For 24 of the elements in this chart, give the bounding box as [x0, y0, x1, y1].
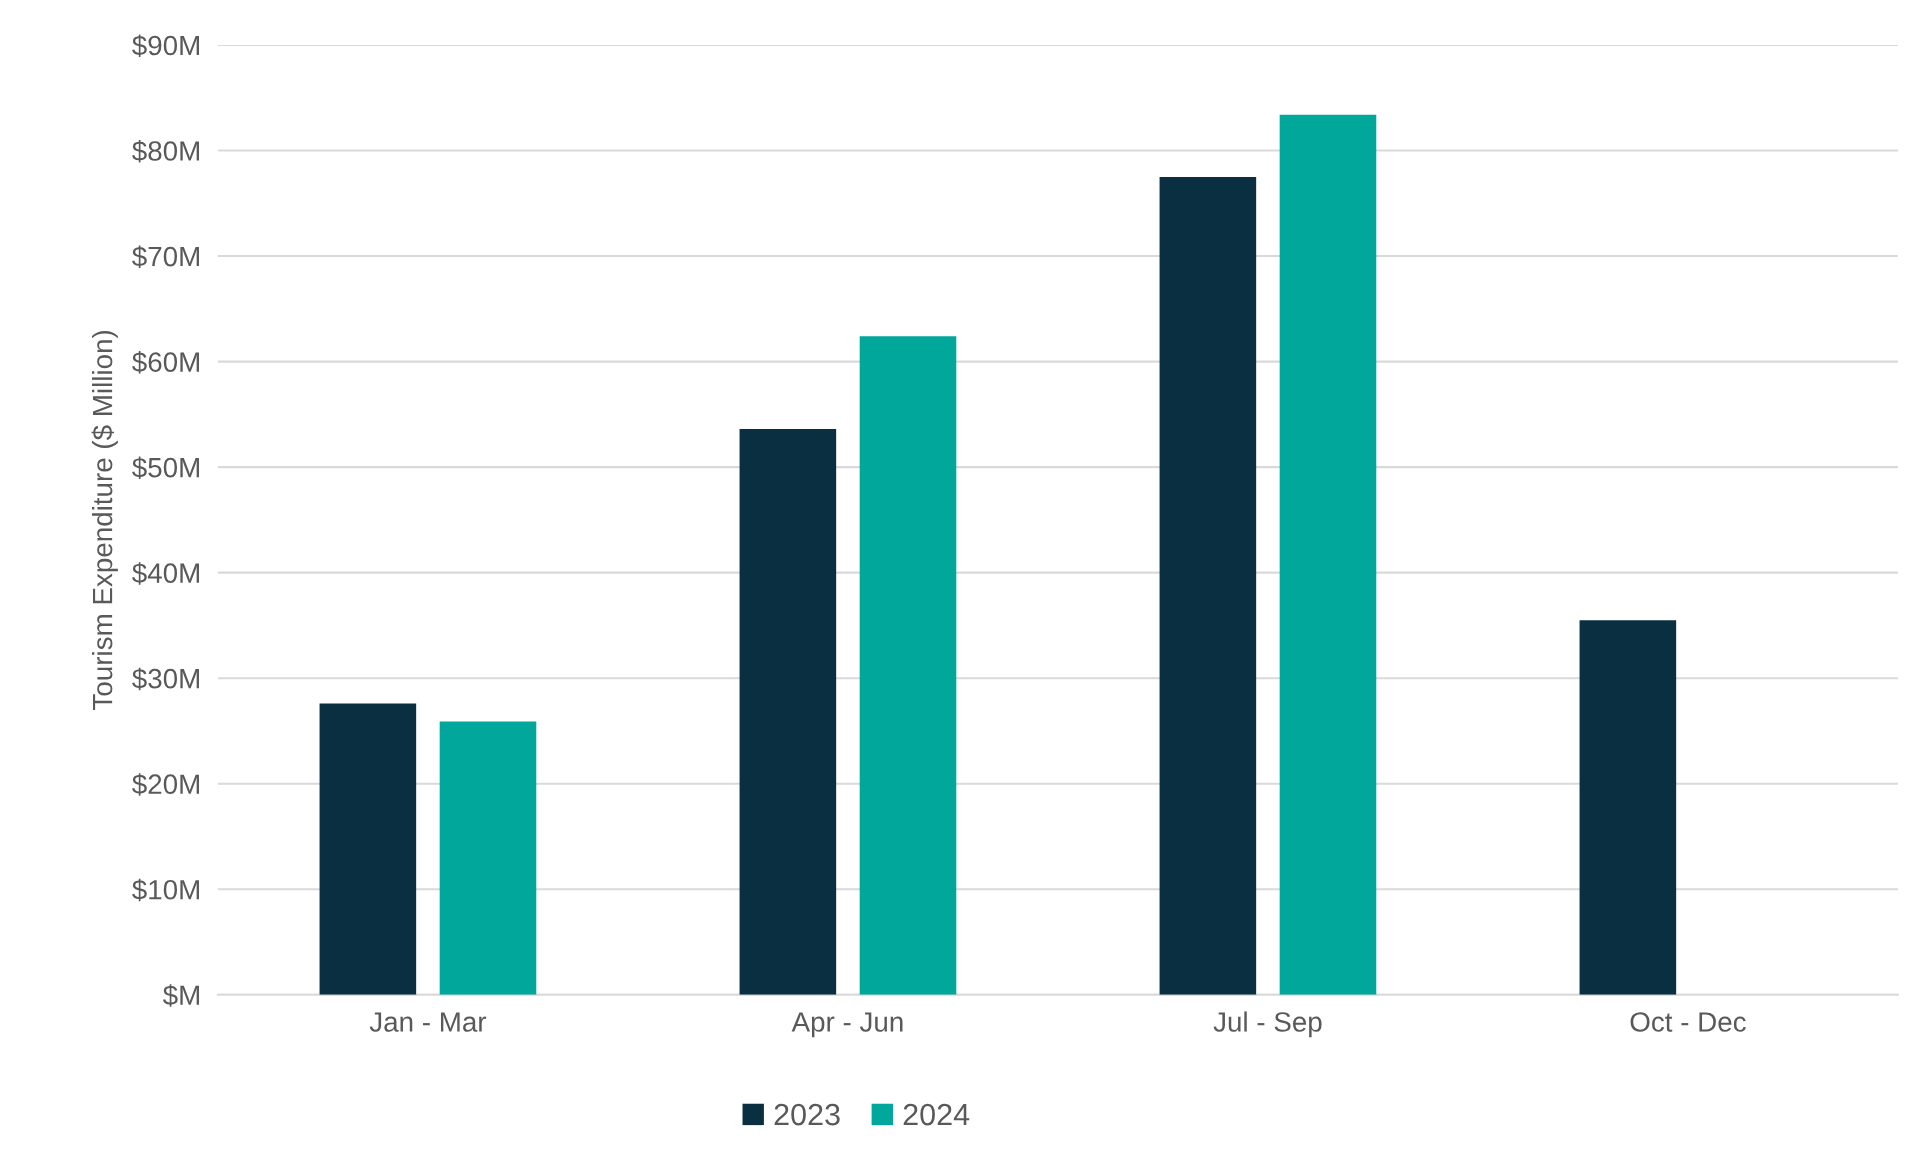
y-tick-label: $10M	[132, 878, 199, 902]
legend-label: 2023	[774, 1103, 840, 1126]
y-tick-label: $30M	[132, 667, 199, 691]
y-tick-label: $90M	[132, 34, 199, 57]
y-axis-title: Tourism Expenditure ($ Million)	[91, 330, 118, 710]
y-tick-label: $M	[162, 984, 199, 1007]
bar	[1279, 114, 1377, 995]
legend-label: 2024	[903, 1103, 970, 1126]
bar	[319, 703, 417, 995]
y-tick-label: $50M	[132, 456, 199, 480]
bar	[1579, 620, 1677, 995]
x-tick-label: Jan - Mar	[369, 1012, 487, 1032]
y-tick-label: $60M	[132, 351, 199, 374]
x-tick-label: Oct - Dec	[1630, 1012, 1746, 1032]
y-tick-label: $20M	[132, 773, 199, 796]
x-tick-label: Jul - Sep	[1213, 1011, 1322, 1038]
bar	[739, 429, 837, 995]
bar	[1159, 176, 1257, 995]
y-tick-label: $40M	[132, 562, 199, 585]
y-tick-label: $80M	[132, 140, 199, 163]
x-tick-label: Apr - Jun	[791, 1012, 903, 1038]
bar	[859, 336, 957, 995]
bar	[439, 721, 537, 995]
y-tick-label: $70M	[132, 245, 199, 269]
